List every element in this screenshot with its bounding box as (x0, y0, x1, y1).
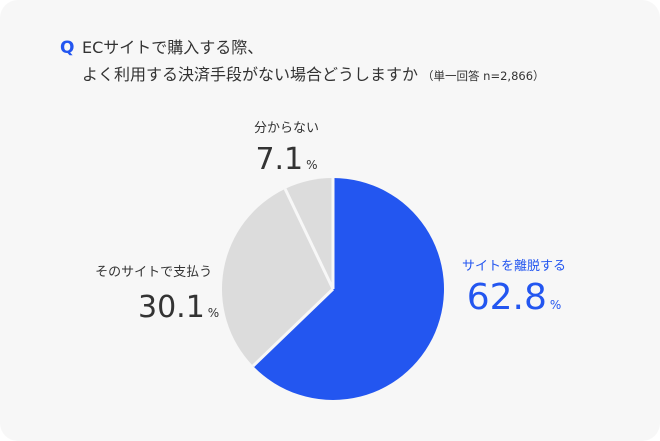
slice-label-pay: そのサイトで支払う 30.1% (88, 264, 219, 331)
slice-name-unknown: 分からない (254, 121, 320, 136)
question-line-2: よく利用する決済手段がない場合どうしますか （単一回答 n=2,866） (82, 64, 545, 87)
slice-value-leave: 62.8% (462, 280, 566, 323)
pie-slice-leave (253, 178, 444, 400)
slice-value-pay: 30.1% (88, 290, 219, 331)
question-sample-note: （単一回答 n=2,866） (422, 69, 545, 83)
slice-number-pay: 30.1 (138, 290, 205, 325)
slice-number-leave: 62.8 (466, 277, 547, 318)
question-line-1: ECサイトで購入する際、 (82, 38, 264, 57)
slice-name-pay: そのサイトで支払う (95, 265, 213, 280)
slice-separator (252, 287, 335, 368)
slice-unit-unknown: % (306, 158, 318, 172)
slice-unit-leave: % (549, 298, 562, 312)
slice-label-leave: サイトを離脱する 62.8% (462, 258, 566, 323)
slice-unit-pay: % (207, 306, 220, 320)
slice-separator (283, 188, 335, 290)
question-line-2-text: よく利用する決済手段がない場合どうしますか (82, 65, 419, 84)
slice-name-leave: サイトを離脱する (462, 259, 567, 274)
slice-number-unknown: 7.1 (255, 142, 304, 177)
question-mark: Q (60, 38, 75, 58)
slice-value-unknown: 7.1% (254, 142, 319, 183)
slice-label-unknown: 分からない 7.1% (254, 120, 319, 183)
